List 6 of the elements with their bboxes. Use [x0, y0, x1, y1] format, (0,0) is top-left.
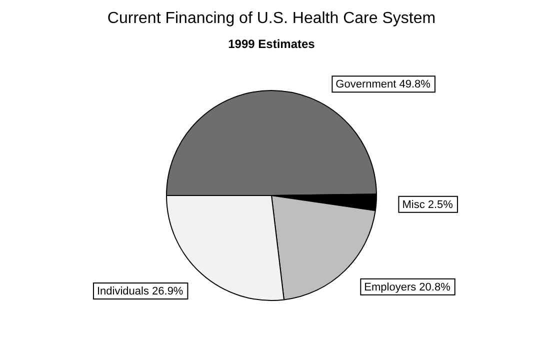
slice-label: Employers 20.8%: [364, 281, 451, 294]
slice-label: Individuals 26.9%: [96, 286, 184, 298]
chart-title: Current Financing of U.S. Health Care System: [106, 10, 437, 28]
chart-subtitle: 1999 Estimates: [227, 37, 316, 51]
slice-label: Government 49.8%: [336, 78, 431, 91]
slice-label: Misc 2.5%: [402, 198, 454, 211]
